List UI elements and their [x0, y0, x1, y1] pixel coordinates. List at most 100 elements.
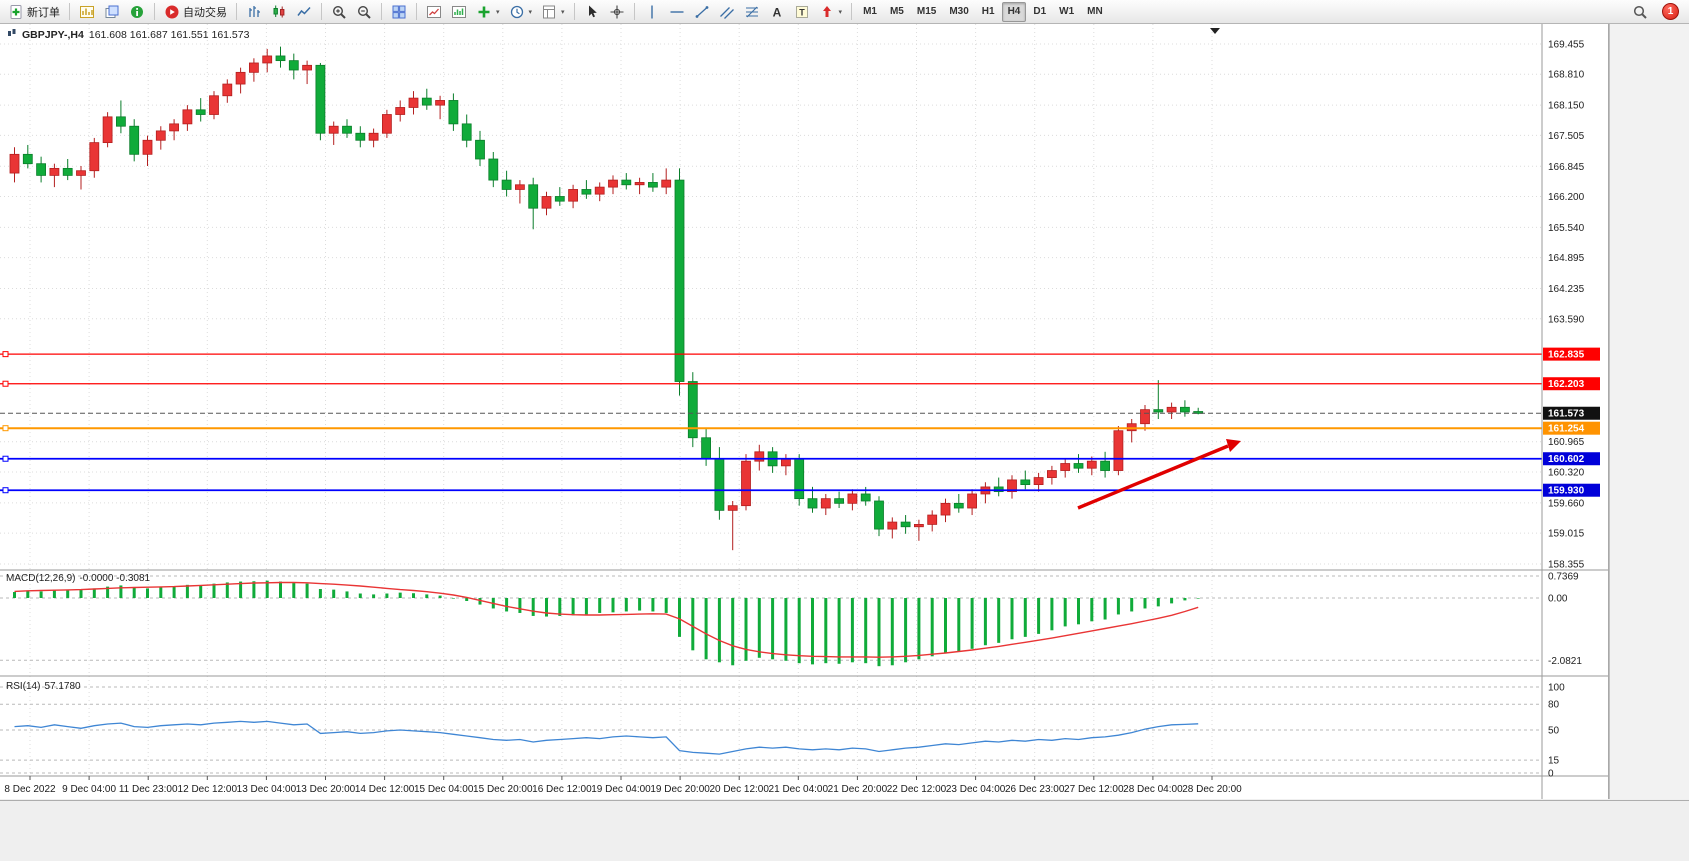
candle-body [1086, 460, 1097, 469]
svg-text:23 Dec 04:00: 23 Dec 04:00 [946, 784, 1006, 795]
fibonacci-button[interactable] [740, 2, 764, 22]
candlestick-chart-button[interactable] [267, 2, 291, 22]
new-order-button[interactable]: 新订单 [4, 2, 64, 22]
line-handle[interactable] [2, 425, 9, 432]
indicators-button[interactable] [422, 2, 446, 22]
svg-text:161.573: 161.573 [1548, 409, 1585, 420]
svg-text:159.015: 159.015 [1548, 529, 1585, 540]
candle-body [501, 179, 512, 190]
toolbar-separator [851, 3, 853, 20]
timeframe-w1-button[interactable]: W1 [1053, 2, 1080, 22]
svg-text:A: A [772, 5, 781, 19]
candle-body [155, 130, 166, 141]
svg-text:11 Dec 23:00: 11 Dec 23:00 [119, 784, 178, 795]
svg-text:9 Dec 04:00: 9 Dec 04:00 [62, 784, 116, 795]
notifications-badge[interactable]: 1 [1662, 3, 1679, 20]
svg-text:164.235: 164.235 [1548, 284, 1585, 295]
add-indicator-button[interactable]: ▾ [472, 2, 504, 22]
bar-chart-button[interactable] [242, 2, 266, 22]
toolbar-group [75, 2, 149, 22]
toolbar-separator [416, 3, 417, 20]
candle-body [235, 71, 246, 85]
vertical-line-icon [650, 5, 653, 18]
trendline-button[interactable] [690, 2, 714, 22]
candle-body [421, 97, 432, 106]
svg-text:0.00: 0.00 [1548, 594, 1568, 605]
price-lines [0, 351, 1542, 494]
workspace-right-area [1609, 24, 1689, 799]
candle-body [435, 100, 446, 106]
candle-body [1113, 430, 1124, 471]
timeframe-m30-button-label: M30 [949, 6, 969, 17]
channel-button[interactable] [715, 2, 739, 22]
trend-arrow[interactable] [1077, 439, 1241, 510]
macd-indicator-label[interactable]: MACD(12,26,9) -0.0000 -0.3081 [6, 573, 154, 584]
line-handle[interactable] [2, 455, 9, 462]
tile-windows-button[interactable] [387, 2, 411, 22]
candle-body [355, 132, 366, 141]
candle-body [262, 55, 273, 64]
timeframe-m15-button[interactable]: M15 [911, 2, 942, 22]
timeframe-m30-button[interactable]: M30 [943, 2, 974, 22]
periods-button[interactable]: ▾ [505, 2, 537, 22]
line-chart-icon [297, 6, 311, 16]
new-chart-button[interactable] [75, 2, 99, 22]
candle-body [169, 123, 180, 132]
candle-body [1020, 479, 1031, 485]
line-handle[interactable] [2, 487, 9, 494]
svg-text:15: 15 [1548, 756, 1560, 767]
new-order-icon [10, 4, 22, 19]
zoom-in-button[interactable] [327, 2, 351, 22]
svg-text:0.7369: 0.7369 [1548, 571, 1579, 582]
timeframe-h1-button[interactable]: H1 [976, 2, 1001, 22]
timeframe-m1-button[interactable]: M1 [857, 2, 883, 22]
text-button[interactable]: A [765, 2, 789, 22]
objects-button[interactable] [447, 2, 471, 22]
chart-window[interactable]: 169.455 168.810 168.150 167.505 166.845 166.2… [0, 24, 1609, 799]
svg-text:159.660: 159.660 [1548, 498, 1585, 509]
text-label-button[interactable]: T [790, 2, 814, 22]
autotrading-button-label: 自动交易 [183, 6, 227, 19]
svg-text:169.455: 169.455 [1548, 40, 1585, 51]
line-handle[interactable] [2, 380, 9, 387]
svg-text:26 Dec 23:00: 26 Dec 23:00 [1005, 784, 1065, 795]
vertical-line-button[interactable] [640, 2, 664, 22]
timeframe-mn-button[interactable]: MN [1081, 2, 1109, 22]
timeframe-d1-button[interactable]: D1 [1027, 2, 1052, 22]
toolbar-separator [69, 3, 70, 20]
price-line-tags: 162.835 162.203 161.573 161.254 160.602 159.9… [1543, 347, 1600, 497]
crosshair-button[interactable] [605, 2, 629, 22]
timeframe-h4-button[interactable]: H4 [1001, 1, 1027, 22]
toolbar-group [327, 2, 376, 22]
svg-text:19 Dec 20:00: 19 Dec 20:00 [650, 784, 710, 795]
timeframe-d1-button-label: D1 [1033, 6, 1047, 17]
chart-shift-marker[interactable] [1210, 28, 1220, 34]
price-chart-canvas[interactable]: 169.455 168.810 168.150 167.505 166.845 166.2… [0, 24, 1608, 799]
chevron-down-icon: ▾ [496, 8, 500, 16]
candle-body [342, 125, 352, 134]
arrows-button[interactable]: ▾ [815, 2, 847, 22]
cursor-button[interactable] [580, 2, 604, 22]
timeframe-m5-button[interactable]: M5 [884, 2, 910, 22]
line-handle[interactable] [2, 351, 9, 358]
svg-text:20 Dec 12:00: 20 Dec 12:00 [709, 784, 769, 795]
candle-body [554, 196, 565, 202]
horizontal-line-button[interactable] [665, 2, 689, 22]
search-button[interactable] [1628, 2, 1652, 22]
candle-body [874, 500, 884, 530]
candle-body [1073, 463, 1084, 469]
zoom-out-button[interactable] [352, 2, 376, 22]
rsi-indicator-label[interactable]: RSI(14) 57.1780 [6, 681, 85, 692]
main-toolbar: 新订单 自动交易 ▾ ▾ ▾ A T ▾ M1 M5 M15 M30 H1 H4 D1 W1 MN 1 [0, 0, 1689, 24]
bar-chart-icon [249, 5, 260, 17]
candle-body [1153, 409, 1164, 413]
autotrading-button[interactable]: 自动交易 [160, 2, 231, 22]
profiles-button[interactable] [100, 2, 124, 22]
data-window-button[interactable] [125, 2, 149, 22]
candle-body [940, 502, 951, 516]
line-chart-button[interactable] [292, 2, 316, 22]
candle-body [834, 498, 844, 504]
templates-button[interactable]: ▾ [537, 2, 569, 22]
candle-body [754, 451, 765, 462]
candle-body [993, 486, 1004, 493]
